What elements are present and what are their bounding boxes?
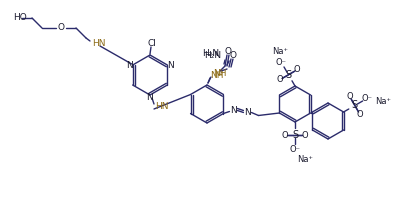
Text: N: N [229,106,236,115]
Text: N: N [243,108,250,117]
Text: Na⁺: Na⁺ [296,155,312,165]
Text: O: O [224,47,231,56]
Text: O: O [356,110,362,119]
Text: H₂N: H₂N [204,51,221,60]
Text: O: O [293,65,300,74]
Text: O⁻: O⁻ [275,58,286,67]
Text: O: O [229,51,236,60]
Text: O: O [301,131,308,139]
Text: O⁻: O⁻ [360,94,372,103]
Text: HN: HN [92,39,105,49]
Text: HO: HO [13,14,27,22]
Text: O: O [276,75,282,84]
Text: HN: HN [155,102,168,111]
Text: N: N [146,94,153,102]
Text: S: S [285,70,291,80]
Text: NH: NH [209,71,223,81]
Text: O⁻: O⁻ [289,144,300,153]
Text: Cl: Cl [147,39,156,49]
Text: N: N [126,60,133,69]
Text: S: S [291,130,297,140]
Text: Na⁺: Na⁺ [271,47,287,56]
Text: O: O [281,131,288,139]
Text: Na⁺: Na⁺ [375,98,391,106]
Text: NH: NH [213,69,226,78]
Text: O: O [346,92,352,101]
Text: O: O [57,23,64,32]
Text: N: N [166,60,173,69]
Text: S: S [351,100,357,110]
Text: H₂N: H₂N [201,50,219,59]
